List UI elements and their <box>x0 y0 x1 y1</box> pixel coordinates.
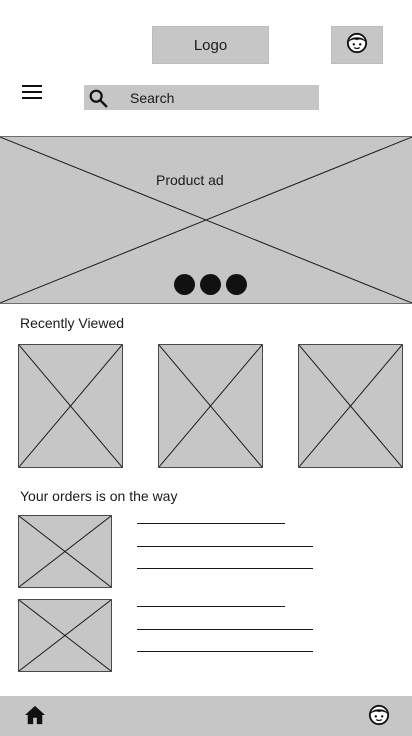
face-icon[interactable] <box>367 703 391 727</box>
order-item-2-text-line-3 <box>137 651 313 652</box>
image-placeholder-cross <box>19 516 111 587</box>
image-placeholder-cross <box>19 600 111 671</box>
orders-title: Your orders is on the way <box>20 488 178 504</box>
search-input[interactable] <box>130 89 300 106</box>
order-item-1-text-line-1 <box>137 523 285 524</box>
carousel-dots <box>174 274 247 295</box>
recent-item-1[interactable] <box>18 344 123 468</box>
order-item-2-image[interactable] <box>18 599 112 672</box>
recently-viewed-title: Recently Viewed <box>20 315 125 331</box>
order-item-1-text-line-2 <box>137 546 313 547</box>
profile-button[interactable] <box>331 26 383 64</box>
carousel-dot-2[interactable] <box>200 274 221 295</box>
banner-title: Product ad <box>156 172 224 188</box>
hamburger-menu-icon[interactable] <box>20 82 44 102</box>
order-item-1-text-line-3 <box>137 568 313 569</box>
recent-item-2[interactable] <box>158 344 263 468</box>
product-ad-banner[interactable]: Product ad <box>0 136 412 304</box>
search-bar[interactable] <box>84 85 319 110</box>
order-item-2-text-line-2 <box>137 629 313 630</box>
image-placeholder-cross <box>159 345 262 467</box>
logo-text: Logo <box>193 36 228 54</box>
carousel-dot-1[interactable] <box>174 274 195 295</box>
image-placeholder-cross <box>19 345 122 467</box>
image-placeholder-cross <box>299 345 402 467</box>
order-item-2-text-line-1 <box>137 606 285 607</box>
carousel-dot-3[interactable] <box>226 274 247 295</box>
image-placeholder-cross <box>0 137 412 303</box>
bottom-nav-bar <box>0 696 412 736</box>
face-icon <box>346 32 368 59</box>
order-item-1-image[interactable] <box>18 515 112 588</box>
logo-placeholder[interactable]: Logo <box>152 26 269 64</box>
recent-item-3[interactable] <box>298 344 403 468</box>
search-icon[interactable] <box>86 86 110 110</box>
home-icon[interactable] <box>24 704 46 726</box>
